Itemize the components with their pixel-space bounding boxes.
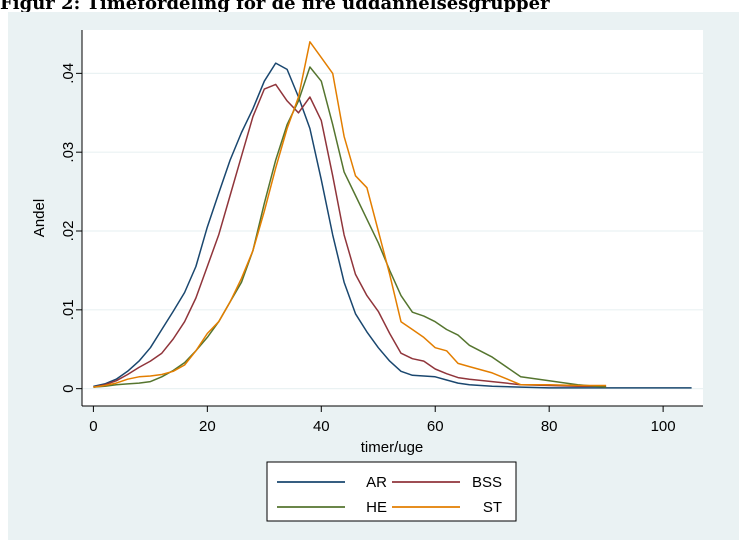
y-tick-label: .03 — [60, 142, 77, 163]
legend-label-ar: AR — [366, 474, 387, 491]
plot-area — [82, 30, 703, 406]
figure-title: Figur 2: Timefordeling for de fire uddan… — [0, 0, 550, 14]
series-lines — [93, 41, 692, 389]
gridlines — [82, 72, 703, 390]
series-line-he — [93, 66, 607, 388]
x-tick-label: 0 — [89, 418, 97, 435]
x-tick-label: 100 — [651, 418, 676, 435]
series-line-st — [93, 41, 607, 388]
x-tick-label: 60 — [427, 418, 444, 435]
x-tick-label: 40 — [313, 418, 330, 435]
x-tick-label: 80 — [541, 418, 558, 435]
legend-label-he: HE — [366, 499, 387, 516]
y-tick-label: .01 — [60, 299, 77, 320]
legend-label-st: ST — [483, 499, 502, 516]
x-tick-label: 20 — [199, 418, 216, 435]
y-tick-label: .02 — [60, 221, 77, 242]
series-line-bss — [93, 83, 607, 388]
legend-box — [266, 461, 517, 522]
axes: 0 .01 .02 .03 .04 0 20 40 60 80 100 — [60, 30, 703, 435]
series-line-ar — [93, 62, 692, 389]
legend-label-bss: BSS — [472, 474, 502, 491]
y-tick-label: 0 — [60, 384, 77, 392]
y-tick-label: .04 — [60, 63, 77, 84]
y-axis-label: Andel — [31, 199, 48, 237]
x-axis-label: timer/uge — [361, 439, 424, 456]
legend: AR BSS HE ST — [266, 461, 517, 522]
